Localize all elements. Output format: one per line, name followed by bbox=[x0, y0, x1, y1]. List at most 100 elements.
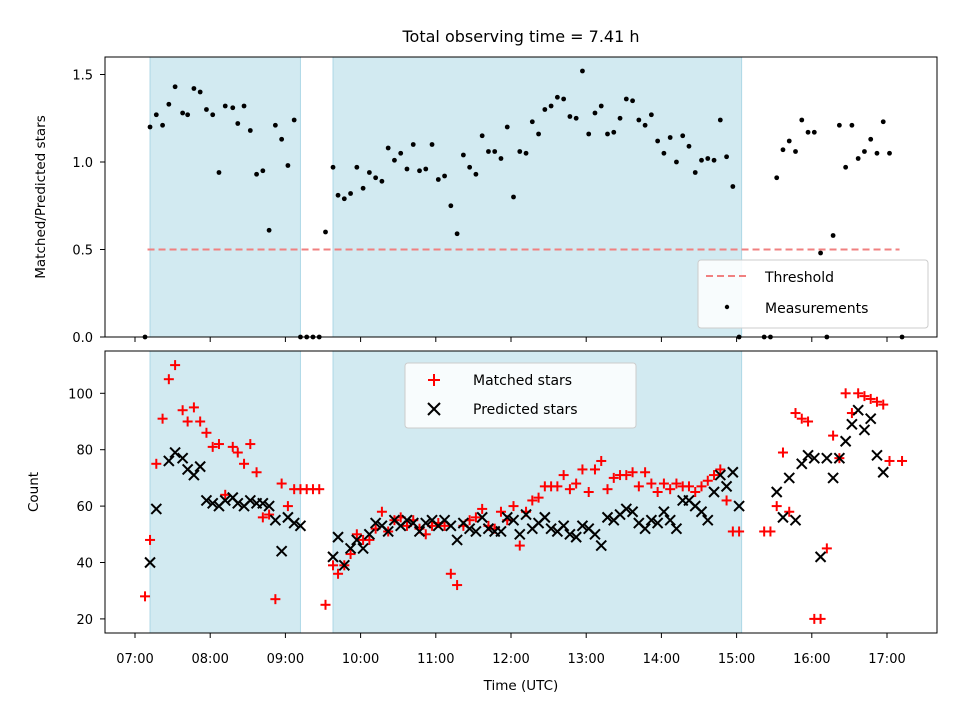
matched-star-point bbox=[320, 599, 331, 610]
predicted-star-stroke-b bbox=[670, 522, 683, 535]
predicted-star-point bbox=[176, 452, 189, 464]
predicted-star-stroke-b bbox=[382, 525, 394, 538]
predicted-star-stroke-b bbox=[576, 520, 589, 532]
matched-star-point bbox=[527, 495, 538, 506]
matched-star-point bbox=[232, 447, 243, 458]
predicted-star-stroke-b bbox=[645, 514, 658, 526]
measurement-point bbox=[285, 163, 291, 168]
measurement-point bbox=[686, 143, 692, 149]
predicted-star-point bbox=[219, 494, 231, 507]
predicted-star-point bbox=[846, 418, 858, 431]
matched-star-point bbox=[790, 408, 801, 419]
predicted-star-point bbox=[257, 497, 269, 509]
matched-star-point bbox=[177, 405, 188, 416]
matched-star-point bbox=[602, 484, 613, 495]
matched-star-point bbox=[577, 464, 588, 475]
predicted-star-stroke-b bbox=[275, 545, 288, 557]
predicted-star-point bbox=[626, 506, 639, 518]
predicted-star-point bbox=[864, 412, 877, 425]
predicted-star-point bbox=[232, 497, 244, 509]
predicted-star-point bbox=[382, 525, 394, 538]
measurement-point bbox=[160, 122, 165, 128]
predicted-star-point bbox=[363, 528, 376, 541]
predicted-star-stroke-b bbox=[639, 522, 651, 535]
predicted-star-stroke-b bbox=[501, 511, 513, 524]
matched-star-point bbox=[257, 512, 268, 523]
predicted-star-stroke-b bbox=[363, 528, 376, 541]
measurement-point bbox=[254, 171, 259, 177]
bottom-legend-box bbox=[404, 362, 637, 429]
matched-star-point bbox=[608, 472, 619, 483]
measurement-point bbox=[542, 107, 548, 112]
matched-star-point bbox=[690, 487, 701, 497]
measurement-point bbox=[435, 177, 441, 182]
measurement-point bbox=[799, 117, 805, 123]
matched-star-point bbox=[583, 487, 594, 497]
matched-star-point bbox=[170, 360, 181, 371]
measurement-point bbox=[197, 89, 203, 95]
predicted-star-point bbox=[482, 522, 495, 535]
predicted-stars-legend-label: Predicted stars bbox=[473, 402, 578, 418]
predicted-star-stroke-b bbox=[689, 500, 701, 512]
measurement-point bbox=[617, 115, 623, 121]
matched-stars-legend-swatch bbox=[428, 374, 440, 386]
predicted-star-point bbox=[357, 542, 369, 555]
predicted-star-point bbox=[150, 503, 163, 515]
predicted-star-point bbox=[351, 534, 363, 546]
predicted-star-stroke-b bbox=[351, 534, 363, 546]
matched-star-point bbox=[734, 526, 745, 537]
predicted-star-stroke-b bbox=[727, 466, 739, 478]
predicted-star-point bbox=[420, 517, 432, 529]
matched-star-point bbox=[151, 458, 162, 469]
predicted-star-stroke-b bbox=[839, 435, 852, 447]
measurement-point bbox=[724, 154, 729, 160]
matched-star-point bbox=[564, 484, 575, 495]
predicted-star-stroke-b bbox=[338, 559, 351, 572]
measurement-point bbox=[260, 168, 266, 174]
matched-star-point bbox=[533, 492, 544, 503]
predicted-star-point bbox=[539, 511, 551, 524]
measurement-point bbox=[774, 175, 780, 181]
predicted-star-stroke-b bbox=[733, 500, 745, 512]
predicted-star-stroke-b bbox=[144, 556, 156, 569]
matched-stars-legend-label: Matched stars bbox=[473, 373, 572, 389]
predicted-star-point bbox=[451, 534, 463, 546]
predicted-star-stroke-b bbox=[457, 517, 470, 529]
predicted-star-stroke-b bbox=[789, 514, 802, 526]
measurement-point bbox=[811, 129, 817, 135]
matched-star-point bbox=[878, 399, 889, 410]
measurement-point bbox=[323, 229, 328, 235]
predicted-star-point bbox=[720, 480, 733, 493]
predicted-star-stroke-b bbox=[783, 472, 795, 484]
matched-star-point bbox=[314, 484, 325, 495]
predicted-star-stroke-b bbox=[601, 511, 614, 524]
predicted-star-stroke-b bbox=[539, 511, 551, 524]
predicted-star-stroke-b bbox=[651, 517, 664, 529]
predicted-star-point bbox=[194, 460, 206, 473]
top-shade-0 bbox=[149, 56, 301, 338]
predicted-star-stroke-b bbox=[620, 503, 633, 515]
measurements-legend-swatch bbox=[724, 304, 730, 310]
measurement-point bbox=[241, 103, 247, 109]
predicted-star-stroke-b bbox=[376, 520, 388, 532]
predicted-star-point bbox=[601, 511, 614, 524]
measurement-point bbox=[448, 203, 454, 209]
top-shade-1 bbox=[332, 56, 743, 338]
matched-star-point bbox=[865, 393, 876, 404]
predicted-star-point bbox=[263, 500, 275, 512]
x-tick-label: 15:00 bbox=[718, 652, 755, 667]
measurement-point bbox=[561, 96, 567, 102]
predicted-star-point bbox=[827, 472, 839, 484]
matched-star-point bbox=[477, 503, 488, 514]
top-ytick-label: 0.0 bbox=[72, 331, 93, 346]
top-ytick-label: 0.5 bbox=[72, 244, 93, 259]
bottom-legend: Matched stars Predicted stars bbox=[404, 362, 637, 429]
measurement-point bbox=[166, 101, 172, 107]
measurement-point bbox=[366, 170, 372, 175]
predicted-star-stroke-b bbox=[420, 517, 432, 529]
measurement-point bbox=[674, 159, 679, 165]
predicted-star-stroke-b bbox=[388, 514, 401, 526]
x-tick-label: 10:00 bbox=[342, 652, 379, 667]
matched-star-point bbox=[884, 455, 895, 466]
